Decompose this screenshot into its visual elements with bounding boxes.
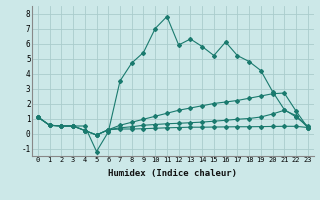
X-axis label: Humidex (Indice chaleur): Humidex (Indice chaleur) <box>108 169 237 178</box>
